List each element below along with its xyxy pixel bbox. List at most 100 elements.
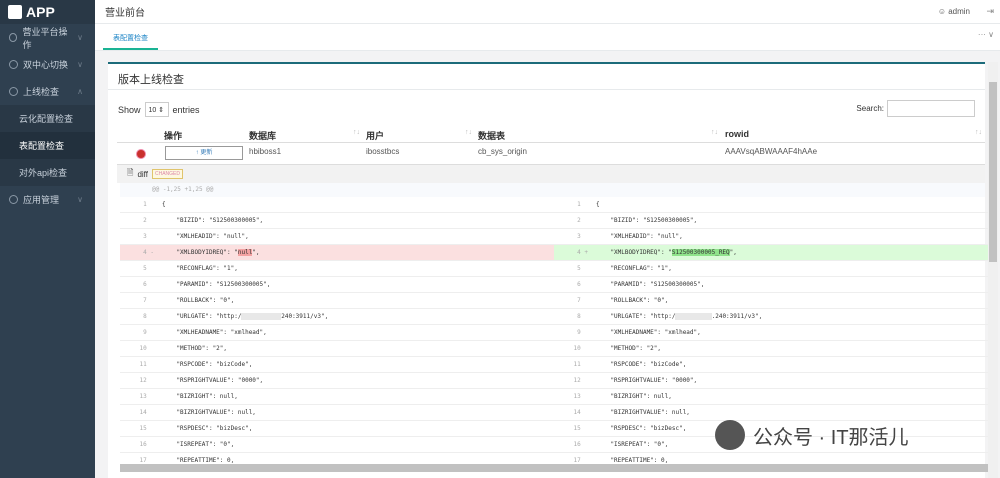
col-table[interactable]: 数据表 bbox=[478, 131, 506, 141]
diff-line: 8 "URLGATE": "http:/ 240:3911/v3", bbox=[120, 309, 554, 325]
sidebar-subitem-table-config[interactable]: 表配置检查 bbox=[0, 132, 95, 159]
line-code: "BIZRIGHTVALUE": null, bbox=[596, 409, 690, 416]
diff-line: 6 "PARAMID": "S12500300005", bbox=[554, 277, 988, 293]
scroll-thumb[interactable] bbox=[989, 82, 997, 262]
line-number: 4 + bbox=[577, 249, 588, 256]
cell-rowid: AAAVsqABWAAAF4hAAe bbox=[725, 147, 818, 156]
line-code: "BIZID": "S12500300005", bbox=[162, 217, 264, 224]
diff-line: 2 "BIZID": "S12500300005", bbox=[554, 213, 988, 229]
line-code: { bbox=[596, 201, 600, 208]
sidebar-item-app-manage[interactable]: 应用管理 ∨ bbox=[0, 186, 95, 213]
gear-icon bbox=[9, 195, 18, 204]
code-text: .240:3911/v3", bbox=[711, 313, 763, 320]
changed-text: S12500300005_REQ bbox=[671, 249, 730, 256]
line-number: 9 bbox=[143, 329, 154, 336]
diff-line: 4 + "XMLBODYIDREQ": "S12500300005_REQ", bbox=[554, 245, 988, 261]
diff-hunk-header: @@ -1,25 +1,25 @@ bbox=[120, 183, 985, 197]
sort-icon[interactable]: ↑↓ bbox=[975, 129, 982, 136]
watermark: 公众号 · IT那活儿 bbox=[715, 420, 909, 450]
gear-icon bbox=[9, 87, 18, 96]
code-text: "URLGATE": "http:/ bbox=[596, 313, 676, 320]
diff-left-pane: 1 {2 "BIZID": "S12500300005", 3 "XMLHEADI… bbox=[120, 197, 554, 469]
horizontal-scrollbar[interactable] bbox=[120, 464, 988, 472]
collapse-row-icon[interactable] bbox=[136, 149, 146, 159]
line-code: "RSPDESC": "bizDesc", bbox=[596, 425, 687, 432]
line-code: "RECONFLAG": "1", bbox=[162, 265, 238, 272]
line-number: 12 bbox=[139, 377, 154, 384]
logo: APP bbox=[0, 0, 95, 24]
user-menu[interactable]: ☺ admin bbox=[937, 7, 970, 16]
diff-line: 6 "PARAMID": "S12500300005", bbox=[120, 277, 554, 293]
search-input[interactable] bbox=[887, 100, 975, 117]
code-text: ", bbox=[729, 249, 737, 256]
code-text: "URLGATE": "http:/ bbox=[162, 313, 242, 320]
entries-length: Show 10 ⇕ entries bbox=[118, 102, 200, 117]
line-code: "RSPCODE": "bizCode", bbox=[162, 361, 253, 368]
tab-table-config[interactable]: 表配置检查 bbox=[103, 24, 158, 50]
line-code: "REPEATTIME": 0, bbox=[596, 457, 669, 464]
line-code: "BIZID": "S12500300005", bbox=[596, 217, 698, 224]
version-check-panel: 版本上线检查 Show 10 ⇕ entries Search: 操作 数据库 … bbox=[108, 62, 988, 478]
line-code: "ISREPEAT": "0", bbox=[596, 441, 669, 448]
code-text: 240:3911/v3", bbox=[281, 313, 329, 320]
diff-line: 14 "BIZRIGHTVALUE": null, bbox=[120, 405, 554, 421]
diff-line: 12 "RSPRIGHTVALUE": "0000", bbox=[120, 373, 554, 389]
sidebar-subitem-cloud-config[interactable]: 云化配置检查 bbox=[0, 105, 95, 132]
changed-text: null bbox=[237, 249, 253, 256]
sidebar: APP 营业平台操作 ∨ 双中心切换 ∨ 上线检查 ∧ 云化配置检查 表配置检查 对外… bbox=[0, 0, 95, 478]
line-number: 10 bbox=[573, 345, 588, 352]
sort-icon[interactable]: ↑↓ bbox=[711, 129, 718, 136]
line-number: 14 bbox=[139, 409, 154, 416]
cell-table: cb_sys_origin bbox=[478, 147, 527, 156]
sidebar-subitem-api-check[interactable]: 对外api检查 bbox=[0, 159, 95, 186]
wechat-logo-icon bbox=[715, 420, 745, 450]
diff-line: 14 "BIZRIGHTVALUE": null, bbox=[554, 405, 988, 421]
chevron-down-icon: ∨ bbox=[77, 60, 83, 69]
diff-line: 1 { bbox=[554, 197, 988, 213]
chevron-down-icon: ∨ bbox=[77, 195, 83, 204]
redacted-text bbox=[675, 313, 712, 320]
diff-line: 15 "RSPDESC": "bizDesc", bbox=[554, 421, 988, 437]
sort-icon[interactable]: ↑↓ bbox=[465, 129, 472, 136]
line-code: "BIZRIGHT": null, bbox=[162, 393, 238, 400]
sidebar-item-dual-center[interactable]: 双中心切换 ∨ bbox=[0, 51, 95, 78]
line-code: "URLGATE": "http:/ .240:3911/v3", bbox=[596, 313, 762, 320]
diff-header: 🗎 diff CHANGED bbox=[117, 165, 985, 183]
col-rowid[interactable]: rowid bbox=[725, 129, 749, 139]
update-button[interactable]: ↑ 更新 bbox=[165, 146, 243, 160]
sidebar-item-launch-check[interactable]: 上线检查 ∧ bbox=[0, 78, 95, 105]
diff-line: 15 "RSPDESC": "bizDesc", bbox=[120, 421, 554, 437]
col-action: 操作 bbox=[164, 131, 183, 141]
col-database[interactable]: 数据库 bbox=[249, 131, 277, 141]
line-number: 2 bbox=[577, 217, 588, 224]
line-code: "METHOD": "2", bbox=[596, 345, 662, 352]
logout-icon[interactable]: ⇥ bbox=[986, 6, 994, 16]
col-user[interactable]: 用户 bbox=[366, 131, 385, 141]
line-number: 17 bbox=[573, 457, 588, 464]
cell-database: hbiboss1 bbox=[249, 147, 282, 156]
sidebar-item-platform-ops[interactable]: 营业平台操作 ∨ bbox=[0, 24, 95, 51]
entries-select[interactable]: 10 ⇕ bbox=[144, 102, 169, 117]
tab-bar: 表配置检查 ··· ∨ bbox=[95, 24, 1000, 51]
line-code: "BIZRIGHT": null, bbox=[596, 393, 672, 400]
more-tabs-icon[interactable]: ··· ∨ bbox=[977, 30, 994, 39]
diff-line: 11 "RSPCODE": "bizCode", bbox=[554, 357, 988, 373]
line-code: "RSPDESC": "bizDesc", bbox=[162, 425, 253, 432]
sort-icon[interactable]: ↑↓ bbox=[353, 129, 360, 136]
vertical-scrollbar[interactable] bbox=[988, 62, 998, 478]
diff-line: 3 "XMLHEADID": "null", bbox=[554, 229, 988, 245]
line-code: "XMLHEADID": "null", bbox=[596, 233, 683, 240]
line-number: 13 bbox=[573, 393, 588, 400]
line-number: 9 bbox=[577, 329, 588, 336]
line-code: "XMLHEADID": "null", bbox=[162, 233, 249, 240]
line-code: "RSPCODE": "bizCode", bbox=[596, 361, 687, 368]
line-number: 8 bbox=[577, 313, 588, 320]
line-code: "METHOD": "2", bbox=[162, 345, 228, 352]
diff-line: 11 "RSPCODE": "bizCode", bbox=[120, 357, 554, 373]
page-title: 营业前台 bbox=[105, 8, 145, 19]
diff-line: 7 "ROLLBACK": "0", bbox=[554, 293, 988, 309]
diff-line: 2 "BIZID": "S12500300005", bbox=[120, 213, 554, 229]
line-number: 15 bbox=[139, 425, 154, 432]
chevron-down-icon: ∨ bbox=[77, 33, 83, 42]
diff-line: 16 "ISREPEAT": "0", bbox=[120, 437, 554, 453]
